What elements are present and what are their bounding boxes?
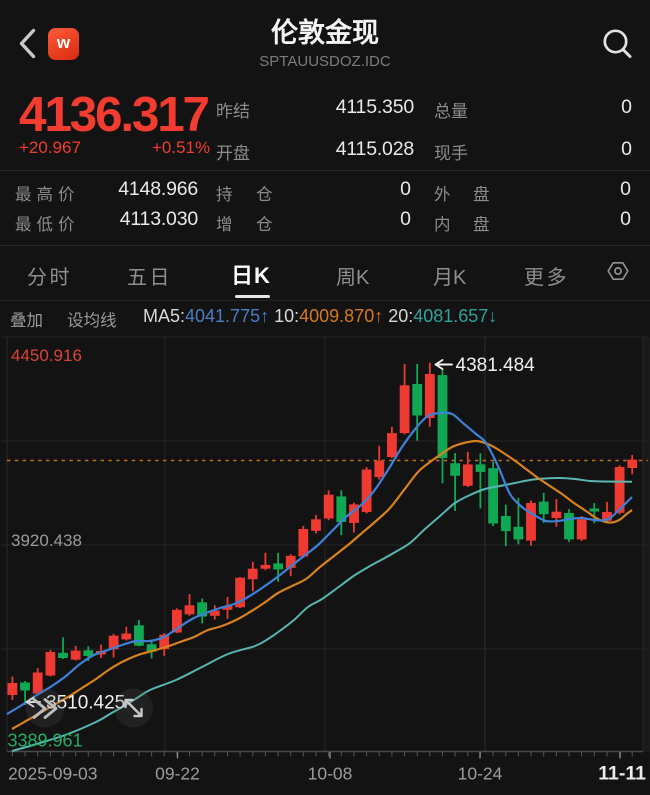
svg-text:4450.916: 4450.916 bbox=[11, 346, 82, 365]
svg-text:3389.961: 3389.961 bbox=[8, 731, 83, 751]
svg-text:2025-09-03: 2025-09-03 bbox=[8, 764, 98, 784]
svg-text:4381.484: 4381.484 bbox=[456, 355, 536, 376]
svg-text:3510.425: 3510.425 bbox=[46, 693, 125, 714]
svg-text:11-11: 11-11 bbox=[598, 763, 646, 785]
svg-text:10-24: 10-24 bbox=[458, 764, 503, 784]
svg-text:09-22: 09-22 bbox=[155, 764, 200, 784]
svg-text:3920.438: 3920.438 bbox=[11, 531, 82, 550]
svg-text:10-08: 10-08 bbox=[308, 764, 353, 784]
